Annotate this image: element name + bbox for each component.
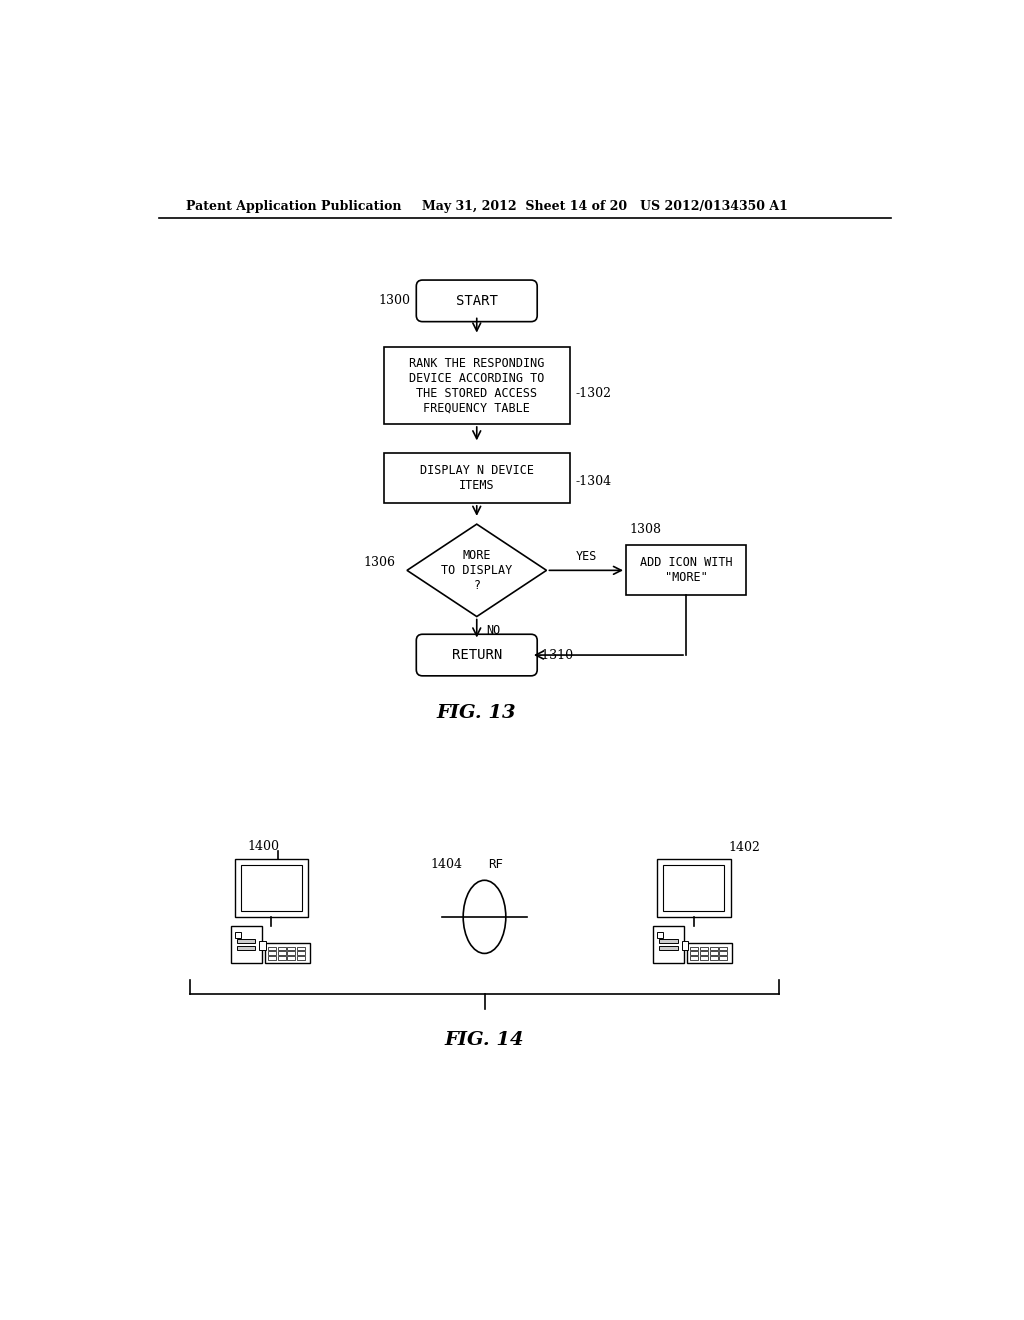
Bar xyxy=(682,941,688,950)
Bar xyxy=(664,866,724,911)
Bar xyxy=(288,952,295,956)
Bar xyxy=(237,939,255,942)
Bar xyxy=(288,946,295,950)
Bar xyxy=(659,946,678,950)
Bar xyxy=(268,952,276,956)
Bar xyxy=(657,932,664,937)
Text: US 2012/0134350 A1: US 2012/0134350 A1 xyxy=(640,199,787,213)
Text: 1400: 1400 xyxy=(248,840,280,853)
Ellipse shape xyxy=(463,880,506,953)
Bar xyxy=(297,946,305,950)
Bar xyxy=(297,956,305,960)
Text: START: START xyxy=(456,294,498,308)
FancyBboxPatch shape xyxy=(417,635,538,676)
Text: MORE
TO DISPLAY
?: MORE TO DISPLAY ? xyxy=(441,549,512,591)
FancyBboxPatch shape xyxy=(417,280,538,322)
Bar xyxy=(384,347,569,424)
Bar xyxy=(710,952,718,956)
Bar xyxy=(268,956,276,960)
Bar xyxy=(230,927,262,964)
Bar xyxy=(657,859,730,917)
Text: 1306: 1306 xyxy=(364,556,395,569)
Text: -1302: -1302 xyxy=(575,387,612,400)
Bar xyxy=(278,956,286,960)
Bar xyxy=(690,956,698,960)
Bar xyxy=(719,952,727,956)
Bar xyxy=(234,859,308,917)
Bar xyxy=(653,927,684,964)
Bar xyxy=(259,941,265,950)
Text: -1310: -1310 xyxy=(538,648,573,661)
Bar xyxy=(278,952,286,956)
Bar xyxy=(237,946,255,950)
Bar xyxy=(710,956,718,960)
Text: 1300: 1300 xyxy=(379,294,411,308)
Text: 1402: 1402 xyxy=(729,841,761,854)
Bar xyxy=(719,956,727,960)
Bar xyxy=(384,453,569,503)
Bar xyxy=(700,946,708,950)
Bar xyxy=(659,939,678,942)
Text: YES: YES xyxy=(575,550,597,564)
Bar xyxy=(690,952,698,956)
Text: 1404: 1404 xyxy=(431,858,463,871)
Text: 1308: 1308 xyxy=(630,524,662,536)
Text: RANK THE RESPONDING
DEVICE ACCORDING TO
THE STORED ACCESS
FREQUENCY TABLE: RANK THE RESPONDING DEVICE ACCORDING TO … xyxy=(409,356,545,414)
Bar xyxy=(241,866,302,911)
Text: RETURN: RETURN xyxy=(452,648,502,663)
Text: May 31, 2012  Sheet 14 of 20: May 31, 2012 Sheet 14 of 20 xyxy=(423,199,628,213)
Text: NO: NO xyxy=(486,624,501,638)
Text: ADD ICON WITH
"MORE": ADD ICON WITH "MORE" xyxy=(640,556,732,585)
Text: FIG. 14: FIG. 14 xyxy=(444,1031,524,1049)
Text: Patent Application Publication: Patent Application Publication xyxy=(186,199,401,213)
Bar xyxy=(710,946,718,950)
Bar xyxy=(690,946,698,950)
Bar xyxy=(268,946,276,950)
Bar xyxy=(700,956,708,960)
Text: FIG. 13: FIG. 13 xyxy=(437,704,516,722)
Bar xyxy=(278,946,286,950)
Text: -1304: -1304 xyxy=(575,475,612,488)
Bar xyxy=(687,942,732,964)
Bar xyxy=(719,946,727,950)
Text: RF: RF xyxy=(488,858,504,871)
Bar xyxy=(265,942,309,964)
Bar xyxy=(288,956,295,960)
Bar xyxy=(234,932,241,937)
Polygon shape xyxy=(407,524,547,616)
Bar xyxy=(700,952,708,956)
Text: DISPLAY N DEVICE
ITEMS: DISPLAY N DEVICE ITEMS xyxy=(420,463,534,492)
Bar xyxy=(297,952,305,956)
Bar xyxy=(626,545,746,595)
